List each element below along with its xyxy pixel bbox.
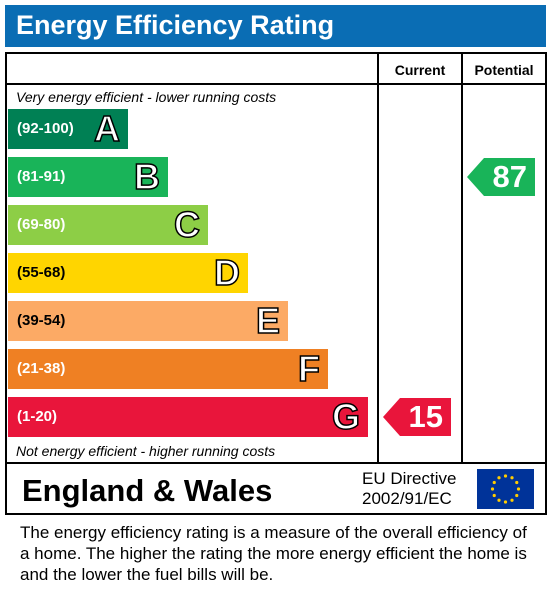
band-g: (1-20) G <box>8 395 368 438</box>
band-f-range: (21-38) <box>17 360 66 377</box>
country-label: England & Wales <box>22 473 273 508</box>
current-rating-arrow: 15 <box>383 398 451 436</box>
band-c: (69-80) C <box>8 203 208 246</box>
band-b-range: (81-91) <box>17 168 66 185</box>
footer-divider <box>7 462 545 464</box>
band-a-letter: A <box>93 107 121 150</box>
potential-rating-value: 87 <box>492 159 527 194</box>
band-e-letter: E <box>255 299 281 342</box>
header-divider <box>7 83 545 85</box>
band-f: (21-38) F <box>8 347 328 390</box>
band-d-range: (55-68) <box>17 264 66 281</box>
bottom-caption: Not energy efficient - higher running co… <box>16 443 276 459</box>
band-b-letter: B <box>133 155 161 198</box>
band-d: (55-68) D <box>8 251 248 294</box>
title-bar: Energy Efficiency Rating <box>5 5 546 47</box>
band-g-letter: G <box>331 395 361 438</box>
band-e-range: (39-54) <box>17 312 66 329</box>
current-arrow-shape <box>383 398 451 436</box>
band-b: (81-91) B <box>8 155 168 198</box>
potential-rating-arrow: 87 <box>467 158 535 196</box>
directive-line-2: 2002/91/EC <box>362 489 452 508</box>
band-g-range: (1-20) <box>17 408 58 425</box>
current-column-divider <box>377 54 379 464</box>
potential-arrow-shape <box>467 158 535 196</box>
potential-column-header: Potential <box>474 62 534 78</box>
rating-frame: Current Potential Very energy efficient … <box>5 52 547 515</box>
band-d-letter: D <box>213 251 241 294</box>
band-e: (39-54) E <box>8 299 288 342</box>
band-a: (92-100) A <box>8 107 128 150</box>
band-f-letter: F <box>297 347 321 390</box>
chart-title: Energy Efficiency Rating <box>16 10 335 40</box>
current-rating-value: 15 <box>408 399 443 434</box>
eu-flag-icon <box>477 469 534 509</box>
top-caption: Very energy efficient - lower running co… <box>16 89 277 105</box>
eu-directive: EU Directive 2002/91/EC <box>362 469 456 509</box>
potential-column-divider <box>461 54 463 464</box>
directive-line-1: EU Directive <box>362 469 457 488</box>
band-a-range: (92-100) <box>17 120 74 137</box>
band-c-range: (69-80) <box>17 216 66 233</box>
current-column-header: Current <box>394 62 446 78</box>
band-c-letter: C <box>173 203 201 246</box>
description-text: The energy efficiency rating is a measur… <box>20 523 527 584</box>
